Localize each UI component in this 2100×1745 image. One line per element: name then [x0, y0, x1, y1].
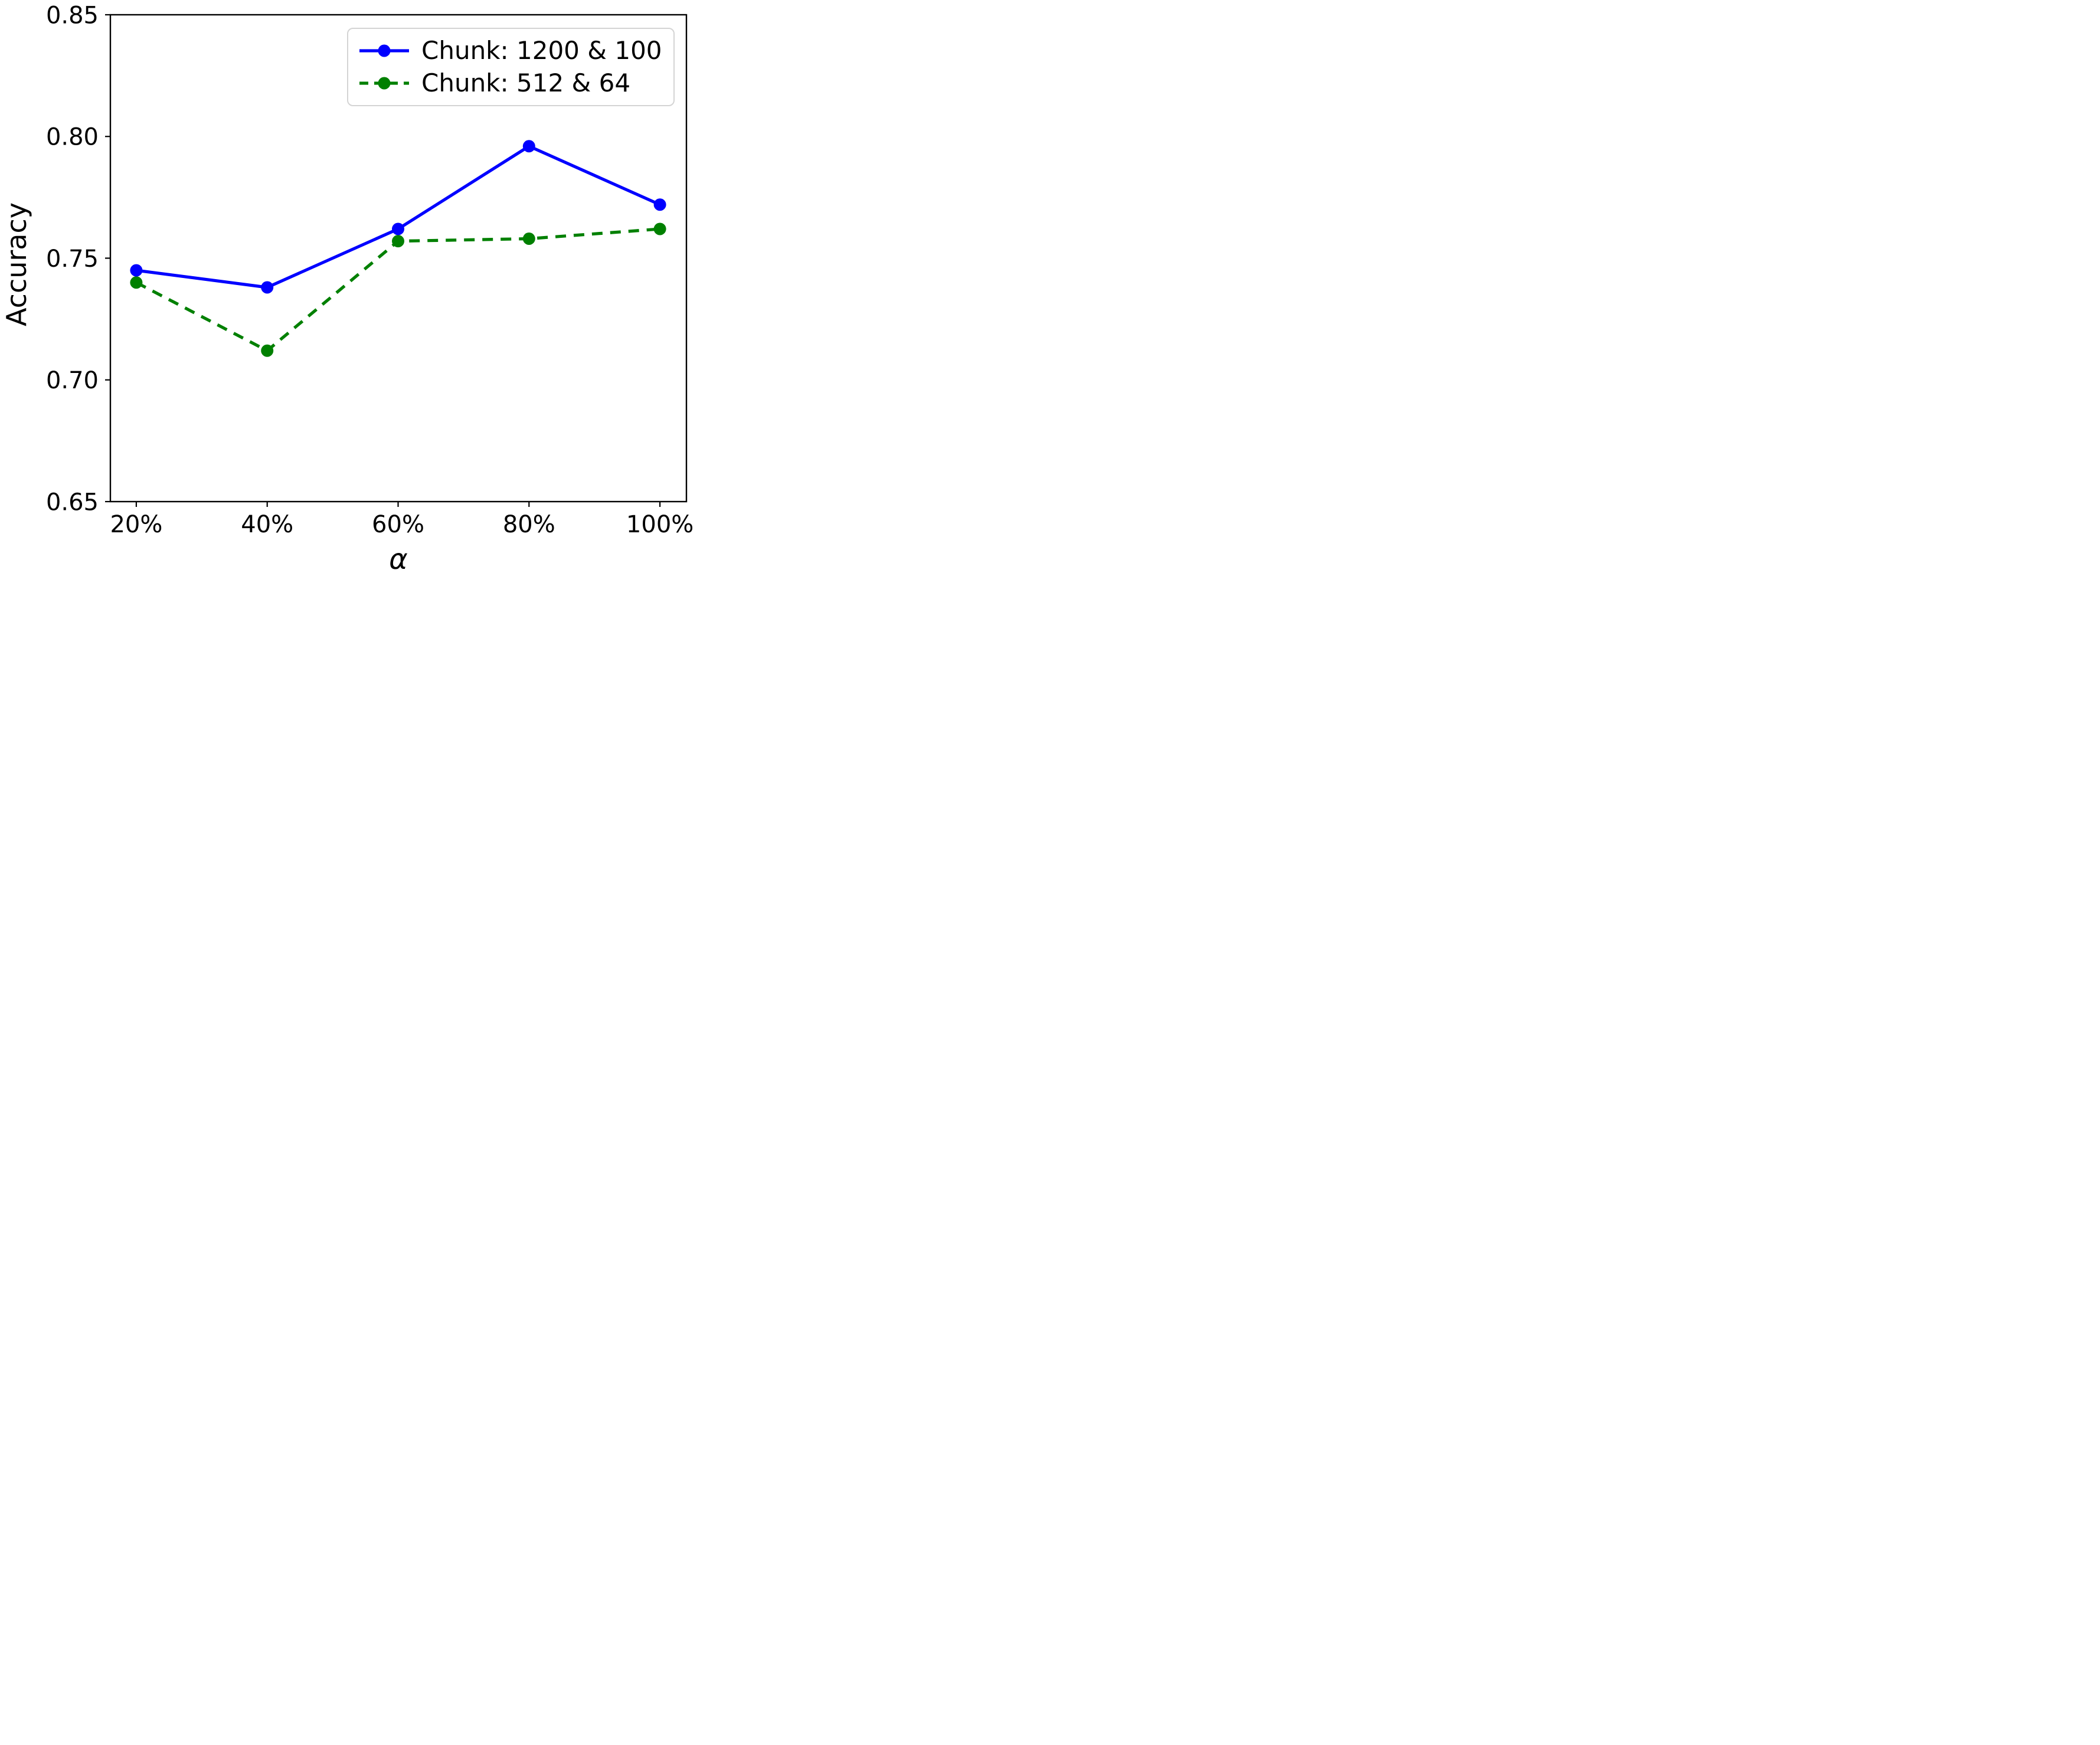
y-tick-label: 0.70: [46, 367, 99, 394]
data-point-marker: [522, 140, 535, 153]
data-point-marker: [522, 233, 535, 245]
y-tick-label: 0.75: [46, 245, 99, 273]
y-tick-label: 0.65: [46, 489, 99, 516]
legend-item: Chunk: 512 & 64: [358, 68, 668, 97]
x-tick-label: 60%: [372, 511, 424, 538]
plot-border: [109, 14, 688, 503]
data-point-marker: [392, 222, 405, 235]
chart-plot-area: 0.65 0.70 0.75 0.80 0.85 20% 40% 60% 80% 100%: [46, 2, 694, 538]
y-tick-label: 0.80: [46, 124, 99, 151]
legend-marker: [378, 44, 391, 57]
x-tick-label: 100%: [626, 511, 694, 538]
data-point-marker: [392, 235, 405, 248]
data-point-marker: [261, 344, 274, 357]
legend-marker: [378, 77, 391, 90]
x-tick-label: 40%: [241, 511, 293, 538]
legend: Chunk: 1200 & 100 Chunk: 512 & 64: [347, 28, 675, 106]
y-axis-title: Accuracy: [1, 202, 32, 327]
legend-label: Chunk: 512 & 64: [421, 68, 631, 97]
x-axis-title: α: [389, 543, 408, 576]
data-point-marker: [653, 198, 666, 211]
series-line-solid: [136, 145, 661, 289]
data-point-marker: [653, 222, 666, 235]
line-chart-figure: 0.65 0.70 0.75 0.80 0.85 20% 40% 60% 80% 100% Acc…: [0, 0, 700, 582]
x-tick-label: 20%: [110, 511, 162, 538]
legend-label: Chunk: 1200 & 100: [421, 36, 662, 66]
legend-line-sample: [359, 44, 409, 57]
legend-item: Chunk: 1200 & 100: [358, 38, 668, 63]
data-point-marker: [130, 276, 143, 289]
x-tick-label: 80%: [503, 511, 555, 538]
y-tick-label: 0.85: [46, 2, 99, 29]
data-point-marker: [130, 264, 143, 277]
data-point-marker: [261, 281, 274, 294]
legend-line-sample: [359, 77, 409, 90]
